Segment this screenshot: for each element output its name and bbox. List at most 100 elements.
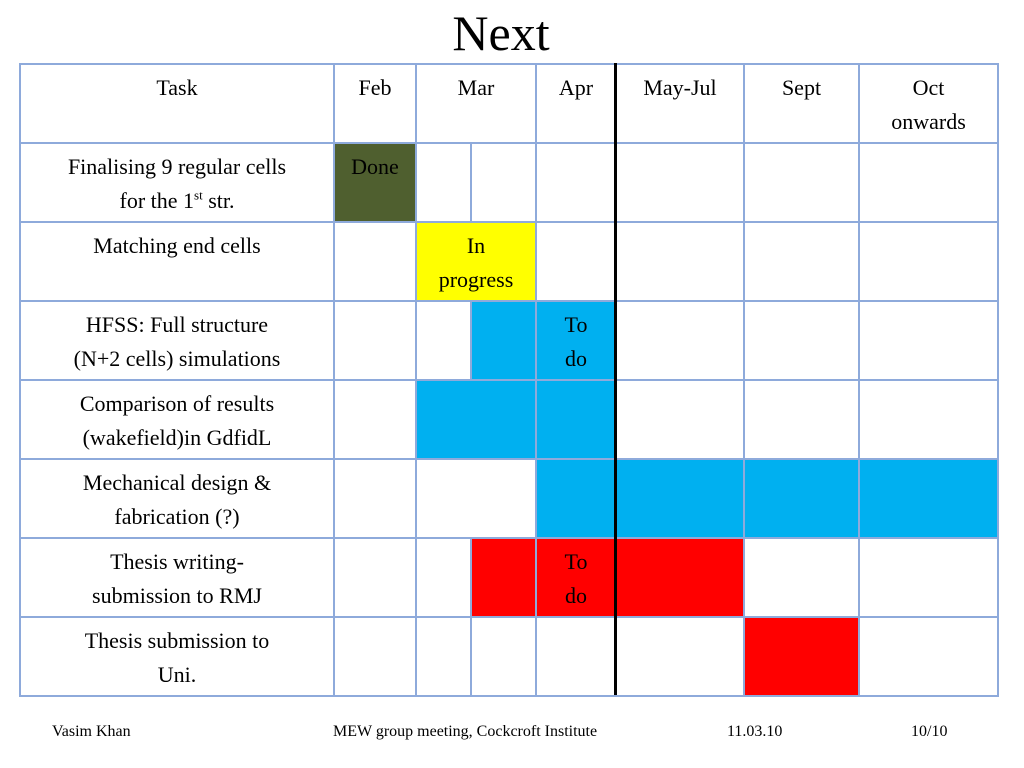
task-line2-post: str. — [202, 188, 235, 213]
bar-cell-thesis — [615, 537, 745, 618]
table-row: HFSS: Full structure (N+2 cells) simulati… — [19, 300, 999, 381]
table-row: Thesis submission to Uni. — [19, 616, 999, 697]
header-oct-line2: onwards — [891, 109, 966, 134]
task-cell: Comparison of results (wakefield)in Gdfid… — [19, 379, 335, 460]
empty-cell — [858, 300, 999, 381]
task-line1: Mechanical design & — [82, 470, 272, 495]
status-cell-done: Done — [333, 142, 417, 223]
table-row: Matching end cells In progress — [19, 221, 999, 302]
task-line2: (wakefield)in GdfidL — [82, 425, 272, 450]
task-cell: Mechanical design & fabrication (?) — [19, 458, 335, 539]
task-cell: Thesis submission to Uni. — [19, 616, 335, 697]
table-row: Finalising 9 regular cells for the 1st st… — [19, 142, 999, 223]
task-line2-pre: for the 1 — [119, 188, 195, 213]
empty-cell — [858, 142, 999, 223]
empty-cell — [743, 379, 860, 460]
empty-cell — [858, 616, 999, 697]
header-apr: Apr — [535, 63, 617, 144]
bar-cell-to-do — [615, 458, 745, 539]
task-line2-sup: st — [194, 187, 203, 203]
empty-cell — [743, 221, 860, 302]
status-label: Done — [351, 154, 399, 179]
task-cell: Finalising 9 regular cells for the 1st st… — [19, 142, 335, 223]
bar-cell-to-do: To do — [535, 300, 617, 381]
status-label: In progress — [417, 223, 535, 297]
bar-cell-thesis — [470, 537, 537, 618]
bar-cell-to-do — [470, 300, 537, 381]
schedule-table: Task Feb Mar Apr May-Jul Sept Oct onwards… — [19, 63, 999, 697]
status-label: To do — [537, 302, 615, 376]
task-line2: fabrication (?) — [114, 504, 240, 529]
empty-cell — [615, 300, 745, 381]
empty-cell — [415, 142, 472, 223]
empty-cell — [743, 142, 860, 223]
empty-cell — [858, 379, 999, 460]
empty-cell — [333, 616, 417, 697]
bar-cell-to-do — [415, 379, 537, 460]
empty-cell — [615, 616, 745, 697]
status-line2: progress — [438, 267, 514, 292]
task-line2: submission to RMJ — [92, 583, 262, 608]
empty-cell — [333, 379, 417, 460]
header-task: Task — [19, 63, 335, 144]
task-line1: HFSS: Full structure — [85, 312, 269, 337]
table-row: Thesis writing-submission to RMJ To do — [19, 537, 999, 618]
empty-cell — [470, 616, 537, 697]
empty-cell — [415, 537, 472, 618]
footer-event: MEW group meeting, Cockcroft Institute — [333, 723, 598, 740]
status-cell-in-progress: In progress — [415, 221, 537, 302]
status-label: To do — [537, 539, 615, 613]
empty-cell — [415, 616, 472, 697]
empty-cell — [615, 142, 745, 223]
header-sept: Sept — [743, 63, 860, 144]
status-line1: To — [564, 312, 588, 337]
status-line2: do — [565, 346, 587, 371]
empty-cell — [333, 221, 417, 302]
empty-cell — [858, 537, 999, 618]
footer-author: Vasim Khan — [52, 723, 131, 740]
footer-date: 11.03.10 — [727, 723, 783, 740]
bar-cell-thesis — [743, 616, 860, 697]
table-row: Comparison of results (wakefield)in Gdfid… — [19, 379, 999, 460]
empty-cell — [333, 537, 417, 618]
status-line2: do — [565, 583, 587, 608]
empty-cell — [615, 221, 745, 302]
task-line1: Comparison of results — [79, 391, 275, 416]
empty-cell — [333, 458, 417, 539]
empty-cell — [535, 142, 617, 223]
status-line1: In — [466, 233, 486, 258]
empty-cell — [743, 300, 860, 381]
header-row: Task Feb Mar Apr May-Jul Sept Oct onwards — [19, 63, 999, 144]
task-cell: HFSS: Full structure (N+2 cells) simulati… — [19, 300, 335, 381]
empty-cell — [615, 379, 745, 460]
header-oct-onwards: Oct onwards — [858, 63, 999, 144]
task-line1: Finalising 9 regular cells — [67, 154, 287, 179]
task-line1: Thesis submission to — [84, 628, 270, 653]
empty-cell — [415, 458, 537, 539]
task-cell: Thesis writing-submission to RMJ — [19, 537, 335, 618]
table-row: Mechanical design & fabrication (?) — [19, 458, 999, 539]
header-mar: Mar — [415, 63, 537, 144]
bar-cell-to-do — [858, 458, 999, 539]
empty-cell — [858, 221, 999, 302]
bar-cell-thesis: To do — [535, 537, 617, 618]
empty-cell — [470, 142, 537, 223]
empty-cell — [535, 221, 617, 302]
header-may-jul: May-Jul — [615, 63, 745, 144]
task-line1: Thesis writing- — [110, 549, 244, 574]
header-feb: Feb — [333, 63, 417, 144]
empty-cell — [535, 616, 617, 697]
empty-cell — [333, 300, 417, 381]
current-date-marker — [614, 63, 617, 695]
bar-cell-to-do — [535, 379, 617, 460]
bar-cell-to-do — [743, 458, 860, 539]
empty-cell — [415, 300, 472, 381]
footer-page-number: 10/10 — [911, 723, 948, 740]
task-line2: (N+2 cells) simulations — [73, 346, 281, 371]
task-line2: Uni. — [157, 662, 197, 687]
empty-cell — [743, 537, 860, 618]
bar-cell-to-do — [535, 458, 617, 539]
task-cell: Matching end cells — [19, 221, 335, 302]
status-line1: To — [564, 549, 588, 574]
slide-title: Next — [452, 5, 550, 61]
